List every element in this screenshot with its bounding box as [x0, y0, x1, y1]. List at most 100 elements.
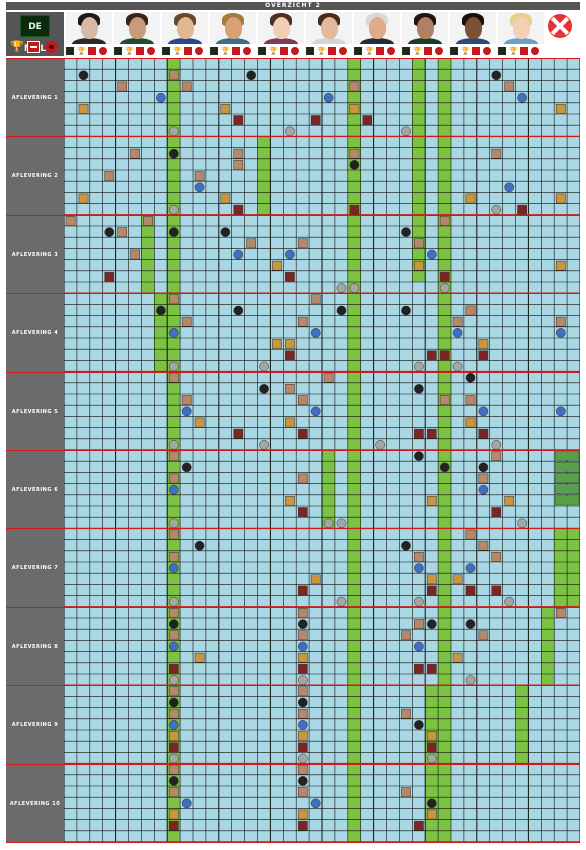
task-icon	[414, 260, 424, 271]
trophy-icon: 🏆	[77, 47, 86, 55]
joker-icon	[168, 328, 179, 338]
money-icon	[426, 350, 437, 361]
task-icon	[285, 496, 295, 506]
money-icon	[478, 428, 489, 439]
execution-icon	[531, 47, 539, 55]
episode-divider	[6, 293, 580, 295]
highlight-column-segment	[322, 450, 335, 529]
mol-icon	[297, 697, 308, 708]
coin-icon	[297, 675, 308, 685]
money-icon	[297, 507, 308, 517]
highlight-column-segment	[554, 528, 568, 607]
task-icon	[426, 574, 437, 585]
coin-icon	[336, 596, 347, 607]
highlight-column-segment	[567, 528, 580, 607]
candidate-face-icon	[65, 216, 76, 226]
mol-icon	[349, 160, 360, 170]
episode-label: AFLEVERING 7	[6, 528, 64, 607]
mol-icon	[246, 70, 257, 81]
candidate-face-icon	[168, 686, 179, 697]
mol-icon	[104, 227, 115, 237]
execution-icon	[45, 41, 58, 53]
joker-icon	[168, 484, 179, 495]
candidate-icon-row: 🏆	[114, 46, 158, 56]
mol-icon	[306, 47, 314, 55]
trophy-icon: 🏆	[269, 47, 278, 55]
episode-divider	[6, 214, 580, 216]
task-icon	[426, 731, 437, 741]
candidate-face-icon	[297, 764, 308, 775]
task-icon	[194, 417, 205, 428]
coin-icon	[259, 440, 269, 450]
candidate-face-icon	[168, 552, 179, 562]
candidate-face-icon	[465, 305, 476, 316]
mol-icon	[233, 305, 244, 316]
joker-icon	[194, 182, 205, 193]
money-icon	[104, 272, 115, 282]
execution-icon	[291, 47, 299, 55]
coin-icon	[168, 126, 179, 137]
coin-icon	[168, 440, 179, 450]
candidate-portrait	[162, 12, 208, 44]
final-column-marker	[554, 450, 580, 461]
episode-divider	[6, 763, 580, 765]
task-icon	[272, 260, 282, 271]
task-icon	[555, 104, 566, 114]
money-icon	[426, 742, 437, 753]
coin-icon	[491, 440, 502, 450]
candidate-icon-row: 🏆	[210, 46, 254, 56]
candidate-face-icon	[478, 630, 489, 641]
task-icon	[452, 652, 463, 663]
money-icon	[297, 664, 308, 674]
money-icon	[27, 41, 40, 53]
highlight-column-segment	[541, 606, 555, 686]
candidate-icon-row: 🏆	[162, 46, 206, 56]
candidate-face-icon	[491, 552, 502, 562]
task-icon	[272, 339, 282, 349]
task-icon	[465, 193, 476, 204]
money-icon	[414, 820, 424, 831]
candidate-face-icon	[168, 529, 179, 540]
task-icon	[555, 193, 566, 204]
candidate-face-icon	[401, 708, 411, 719]
joker-icon	[181, 406, 192, 417]
coin-icon	[168, 204, 179, 215]
joker-icon	[465, 563, 476, 573]
mol-icon	[465, 372, 476, 383]
joker-icon	[414, 641, 424, 652]
mol-icon	[297, 619, 308, 629]
candidate-face-icon	[181, 395, 192, 405]
task-icon	[349, 104, 360, 114]
money-icon	[376, 47, 384, 55]
candidate-face-icon	[297, 395, 308, 405]
coin-icon	[168, 675, 179, 685]
candidate-face-icon	[555, 608, 566, 618]
logo-cell: DE MOL 🏆	[6, 12, 64, 56]
money-icon	[491, 585, 502, 596]
money-icon	[88, 47, 96, 55]
coin-icon	[168, 518, 179, 529]
overview-title: OVERZICHT 2	[6, 2, 580, 10]
highlight-column-segment	[154, 293, 168, 372]
candidate-face-icon	[117, 81, 128, 92]
money-icon	[426, 428, 437, 439]
execution-icon	[435, 47, 443, 55]
candidate-face-icon	[478, 473, 489, 484]
candidate-face-icon	[233, 160, 244, 170]
candidate-portrait	[258, 12, 304, 44]
joker-icon	[310, 328, 321, 338]
task-icon	[78, 193, 89, 204]
execution-icon	[243, 47, 251, 55]
coin-icon	[504, 596, 515, 607]
mol-icon	[401, 540, 411, 551]
task-icon	[452, 574, 463, 585]
candidate-face-icon	[297, 316, 308, 327]
money-icon	[297, 820, 308, 831]
coin-icon	[439, 283, 450, 293]
candidate-icon-row: 🏆	[306, 46, 350, 56]
mol-icon	[168, 697, 179, 708]
candidate-icon-row: 🏆	[402, 46, 446, 56]
candidate-face-icon	[491, 451, 502, 461]
coin-icon	[259, 361, 269, 372]
money-icon	[426, 664, 437, 674]
